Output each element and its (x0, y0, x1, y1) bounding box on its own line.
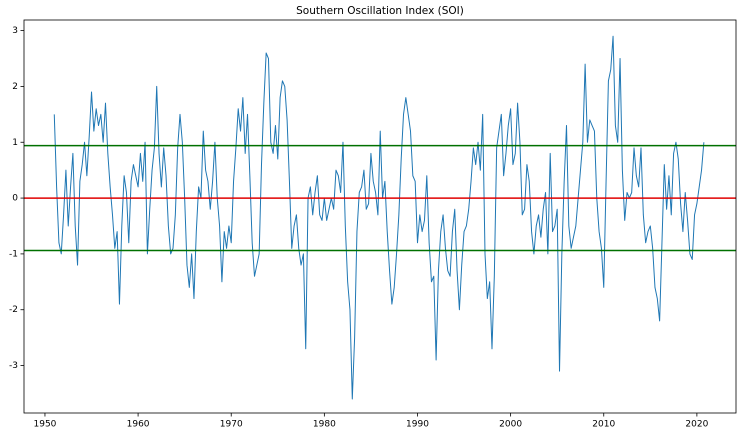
y-tick-label: 1 (12, 138, 18, 148)
x-tick-label: 2020 (685, 420, 708, 430)
chart-title: Southern Oscillation Index (SOI) (296, 5, 464, 17)
plot-frame (23, 19, 737, 414)
x-tick-label: 1950 (34, 420, 57, 430)
x-tick-label: 1970 (220, 420, 243, 430)
y-tick-label: 3 (12, 26, 18, 36)
x-tick-label: 2010 (592, 420, 615, 430)
x-tick-label: 1980 (313, 420, 336, 430)
x-tick-label: 2000 (499, 420, 522, 430)
x-tick-label: 1960 (127, 420, 150, 430)
y-tick-label: 0 (12, 194, 18, 204)
x-tick-label: 1990 (406, 420, 429, 430)
y-tick-label: -2 (9, 305, 18, 315)
data-line (53, 35, 705, 400)
y-tick-label: -3 (9, 361, 18, 371)
y-tick-label: 2 (12, 82, 18, 92)
y-tick-label: -1 (9, 249, 18, 259)
